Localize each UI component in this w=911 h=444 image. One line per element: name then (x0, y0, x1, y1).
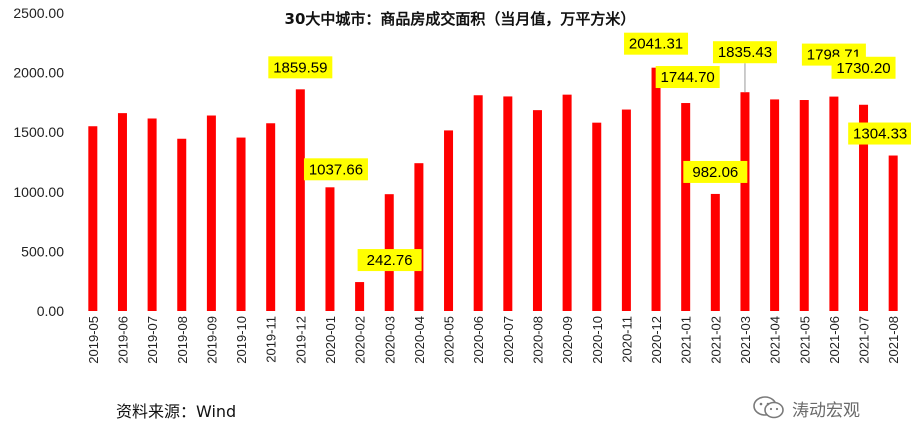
data-label-text: 1037.66 (309, 161, 363, 178)
data-label: 1835.43 (712, 41, 777, 93)
bar (888, 155, 898, 311)
bar (177, 138, 187, 311)
data-label-text: 2041.31 (629, 36, 683, 53)
bar (503, 96, 513, 311)
data-label-box (683, 160, 748, 183)
data-label-text: 1859.59 (273, 59, 327, 76)
wechat-icon (752, 395, 786, 421)
x-tick-label: 2020-11 (619, 316, 634, 363)
bar (295, 89, 305, 311)
bar (799, 100, 809, 312)
data-label-box (831, 56, 896, 79)
bar (562, 94, 572, 311)
bar (592, 122, 602, 311)
data-label-box (268, 56, 333, 79)
x-tick-label: 2020-08 (530, 316, 545, 364)
x-tick-label: 2021-02 (708, 316, 723, 364)
y-tick-label: 2000.00 (13, 65, 64, 81)
x-tick-label: 2019-11 (264, 316, 279, 363)
data-label-box (655, 66, 720, 89)
y-tick-label: 500.00 (21, 243, 64, 259)
y-tick-label: 2500.00 (13, 5, 64, 21)
bar (355, 282, 365, 311)
data-label-text: 1730.20 (836, 60, 890, 77)
watermark-text: 涛动宏观 (792, 400, 860, 421)
bar (117, 113, 127, 312)
bar (325, 187, 335, 311)
data-label: 242.76 (357, 249, 422, 272)
bar (532, 110, 542, 311)
data-label-box (848, 122, 911, 145)
bars (88, 67, 898, 312)
bar-chart: 30大中城市：商品房成交面积（当月值，万平方米） 0.00 500.00 1000.… (13, 5, 911, 364)
data-label: 982.06 (683, 160, 748, 183)
x-tick-label: 2019-05 (86, 316, 101, 364)
data-label-box (303, 158, 368, 181)
data-label-text: 1744.70 (661, 69, 715, 86)
bar (621, 109, 631, 311)
x-tick-label: 2019-09 (204, 316, 219, 364)
x-tick-label: 2021-04 (768, 316, 783, 364)
x-tick-label: 2020-05 (442, 316, 457, 364)
data-label: 1859.59 (268, 56, 333, 79)
chart-title: 30大中城市：商品房成交面积（当月值，万平方米） (285, 10, 636, 28)
x-tick-label: 2020-12 (649, 316, 664, 364)
bar (681, 103, 691, 311)
bar (473, 95, 483, 311)
x-tick-label: 2020-03 (382, 316, 397, 364)
bar (740, 92, 750, 312)
x-tick-label: 2020-01 (323, 316, 338, 364)
x-tick-label: 2021-07 (857, 316, 872, 364)
data-label-text: 242.76 (367, 252, 413, 269)
data-label: 1304.33 (848, 122, 911, 145)
bar (88, 126, 98, 312)
y-tick-label: 0.00 (37, 303, 64, 319)
x-tick-label: 2019-12 (293, 316, 308, 364)
bar (236, 137, 246, 311)
x-tick-label: 2021-06 (827, 316, 842, 364)
x-tick-label: 2020-07 (501, 316, 516, 364)
bar (414, 163, 424, 311)
bar (859, 104, 869, 311)
x-tick-label: 2020-04 (412, 316, 427, 364)
data-label-text: 1304.33 (853, 126, 907, 143)
x-tick-label: 2019-08 (175, 316, 190, 364)
data-label: 1037.66 (303, 158, 368, 181)
bar (651, 67, 661, 312)
x-tick-label: 2020-06 (471, 316, 486, 364)
data-label-text: 982.06 (692, 164, 738, 181)
data-label: 1730.20 (831, 56, 896, 79)
bar (444, 130, 454, 311)
chart-area: 30大中城市：商品房成交面积（当月值，万平方米） 0.00 500.00 1000.… (13, 5, 911, 364)
watermark: 涛动宏观 (752, 392, 860, 424)
y-tick-label: 1000.00 (13, 184, 64, 200)
x-tick-label: 2019-06 (115, 316, 130, 364)
data-label-text: 1835.43 (718, 44, 772, 61)
data-label-box (357, 249, 422, 272)
x-tick-label: 2019-07 (145, 316, 160, 364)
bar (147, 118, 157, 311)
y-tick-label: 1500.00 (13, 124, 64, 140)
bar (266, 123, 276, 311)
x-tick-label: 2021-03 (738, 316, 753, 364)
data-label-box (624, 32, 689, 55)
x-tick-label: 2020-10 (590, 316, 605, 364)
data-label: 2041.31 (624, 32, 689, 55)
x-tick-label: 2019-10 (234, 316, 249, 364)
x-tick-label: 2020-02 (353, 316, 368, 364)
x-tick-label: 2021-08 (886, 316, 901, 364)
data-labels: 1859.59 1037.66 242.76 2041.31 1744.70 982.06… (268, 32, 911, 272)
y-axis: 0.00 500.00 1000.00 1500.00 2000.00 2500.00 (13, 5, 64, 319)
x-tick-label: 2021-05 (797, 316, 812, 364)
bar (770, 99, 780, 311)
x-axis: 2019-05 2019-06 2019-07 2019-08 2019-09 2019-… (86, 316, 901, 364)
bar (829, 96, 839, 311)
data-label-box (712, 41, 777, 64)
source-note: 资料来源：Wind (116, 402, 237, 421)
bar (206, 115, 216, 312)
x-tick-label: 2020-09 (560, 316, 575, 364)
data-label: 1744.70 (655, 66, 720, 89)
bar (710, 193, 720, 311)
x-tick-label: 2021-01 (679, 316, 694, 364)
